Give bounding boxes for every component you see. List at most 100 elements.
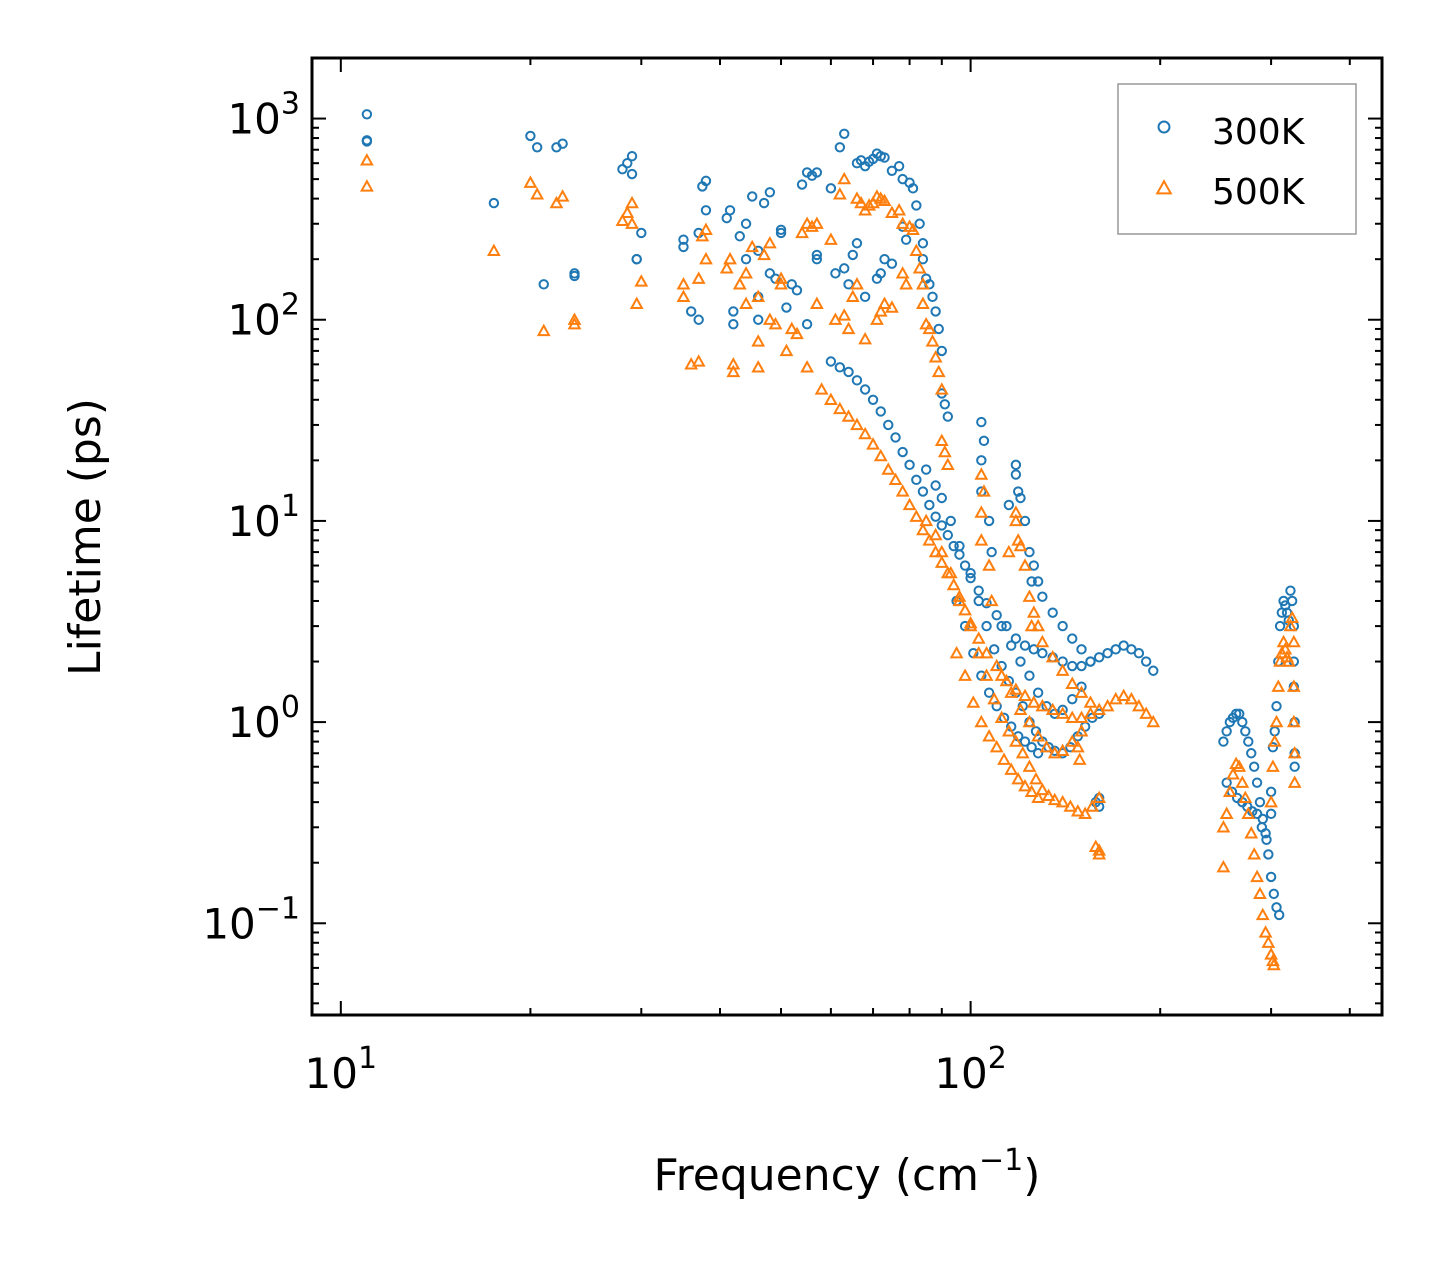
data-point-500k: [841, 409, 856, 422]
data-point-300k: [557, 138, 568, 149]
data-point-300k: [973, 595, 984, 607]
data-point-300k: [983, 687, 995, 698]
data-point-500k: [1029, 771, 1043, 785]
data-point-500k: [977, 484, 991, 497]
x-axis-label: Frequency (cm−1): [654, 1143, 1041, 1201]
data-point-500k: [634, 274, 649, 287]
data-point-500k: [952, 589, 967, 602]
data-point-300k: [1032, 687, 1044, 698]
data-point-300k: [897, 446, 908, 458]
data-point-300k: [1285, 585, 1296, 596]
data-point-300k: [811, 167, 823, 178]
data-point-500k: [919, 513, 934, 527]
data-point-500k: [895, 484, 910, 497]
data-point-500k: [1022, 589, 1037, 602]
data-point-300k: [1028, 560, 1040, 571]
data-point-500k: [877, 193, 892, 206]
data-point-500k: [974, 533, 989, 546]
data-point-500k: [845, 289, 860, 302]
data-point-300k: [811, 249, 823, 261]
data-point-300k: [1024, 670, 1035, 681]
data-point-500k: [937, 444, 952, 458]
data-point-300k: [843, 279, 854, 290]
y-tick-label: 103: [227, 87, 300, 144]
data-point-300k: [786, 279, 797, 290]
data-point-500k: [1045, 650, 1060, 663]
data-point-500k: [555, 189, 570, 202]
data-point-500k: [762, 312, 777, 325]
data-point-300k: [954, 540, 965, 552]
data-point-500k: [1055, 663, 1070, 676]
data-point-300k: [1001, 620, 1012, 632]
data-point-300k: [976, 455, 987, 466]
series-500k: [359, 153, 1302, 971]
data-point-500k: [1031, 729, 1046, 742]
data-point-500k: [695, 228, 710, 242]
data-point-500k: [966, 695, 981, 708]
data-point-500k: [909, 509, 924, 522]
data-point-300k: [1012, 486, 1024, 497]
data-point-500k: [1264, 794, 1278, 808]
data-point-300k: [924, 499, 935, 511]
data-point-300k: [569, 270, 580, 282]
data-point-300k: [626, 168, 638, 180]
data-point-500k: [854, 195, 868, 209]
data-point-500k: [1065, 734, 1080, 747]
data-point-300k: [740, 253, 752, 265]
data-point-500k: [1092, 702, 1107, 716]
data-point-500k: [1092, 790, 1107, 804]
data-point-500k: [732, 277, 747, 290]
data-point-500k: [931, 364, 946, 378]
data-point-500k: [757, 247, 772, 261]
data-point-300k: [920, 464, 932, 475]
data-point-500k: [1074, 724, 1089, 737]
data-point-300k: [900, 234, 912, 245]
data-point-500k: [963, 615, 978, 629]
data-point-500k: [795, 225, 809, 239]
data-point-500k: [699, 222, 713, 235]
data-point-500k: [828, 312, 843, 325]
data-point-300k: [1024, 546, 1035, 558]
data-point-300k: [1240, 726, 1251, 737]
data-point-300k: [933, 323, 944, 335]
data-point-500k: [1116, 688, 1131, 702]
legend-label-500k: 500K: [1212, 172, 1306, 213]
data-point-500k: [751, 334, 766, 347]
data-point-500k: [958, 602, 972, 616]
data-point-500k: [1222, 784, 1237, 798]
data-point-300k: [911, 474, 922, 486]
data-point-300k: [1274, 620, 1286, 632]
data-point-500k: [1092, 847, 1107, 860]
data-point-500k: [1078, 806, 1093, 819]
data-point-500k: [809, 296, 824, 309]
data-point-500k: [1283, 618, 1298, 632]
data-point-500k: [1250, 869, 1264, 883]
data-point-300k: [936, 492, 947, 504]
data-point-500k: [1074, 685, 1089, 698]
data-point-500k: [974, 714, 989, 728]
data-point-500k: [625, 216, 639, 229]
data-point-500k: [949, 645, 964, 659]
data-point-300k: [781, 302, 792, 313]
data-point-300k: [879, 152, 890, 163]
data-point-300k: [825, 356, 837, 367]
data-point-500k: [922, 321, 937, 335]
data-point-500k: [523, 175, 538, 188]
y-tick-label: 100: [227, 690, 300, 747]
data-point-500k: [359, 179, 374, 192]
data-point-500k: [1035, 782, 1050, 796]
data-point-500k: [946, 577, 961, 591]
data-point-500k: [1015, 746, 1030, 759]
data-point-500k: [1004, 685, 1019, 698]
data-point-300k: [996, 620, 1007, 632]
data-point-300k: [1221, 777, 1232, 788]
data-point-500k: [850, 417, 864, 431]
data-point-500k: [841, 321, 856, 335]
data-point-500k: [1235, 775, 1250, 788]
data-point-300k: [981, 620, 992, 632]
data-point-500k: [987, 691, 1002, 705]
data-point-500k: [1018, 778, 1032, 792]
data-point-500k: [984, 593, 999, 607]
data-point-300k: [753, 314, 764, 325]
data-point-300k: [942, 411, 954, 422]
